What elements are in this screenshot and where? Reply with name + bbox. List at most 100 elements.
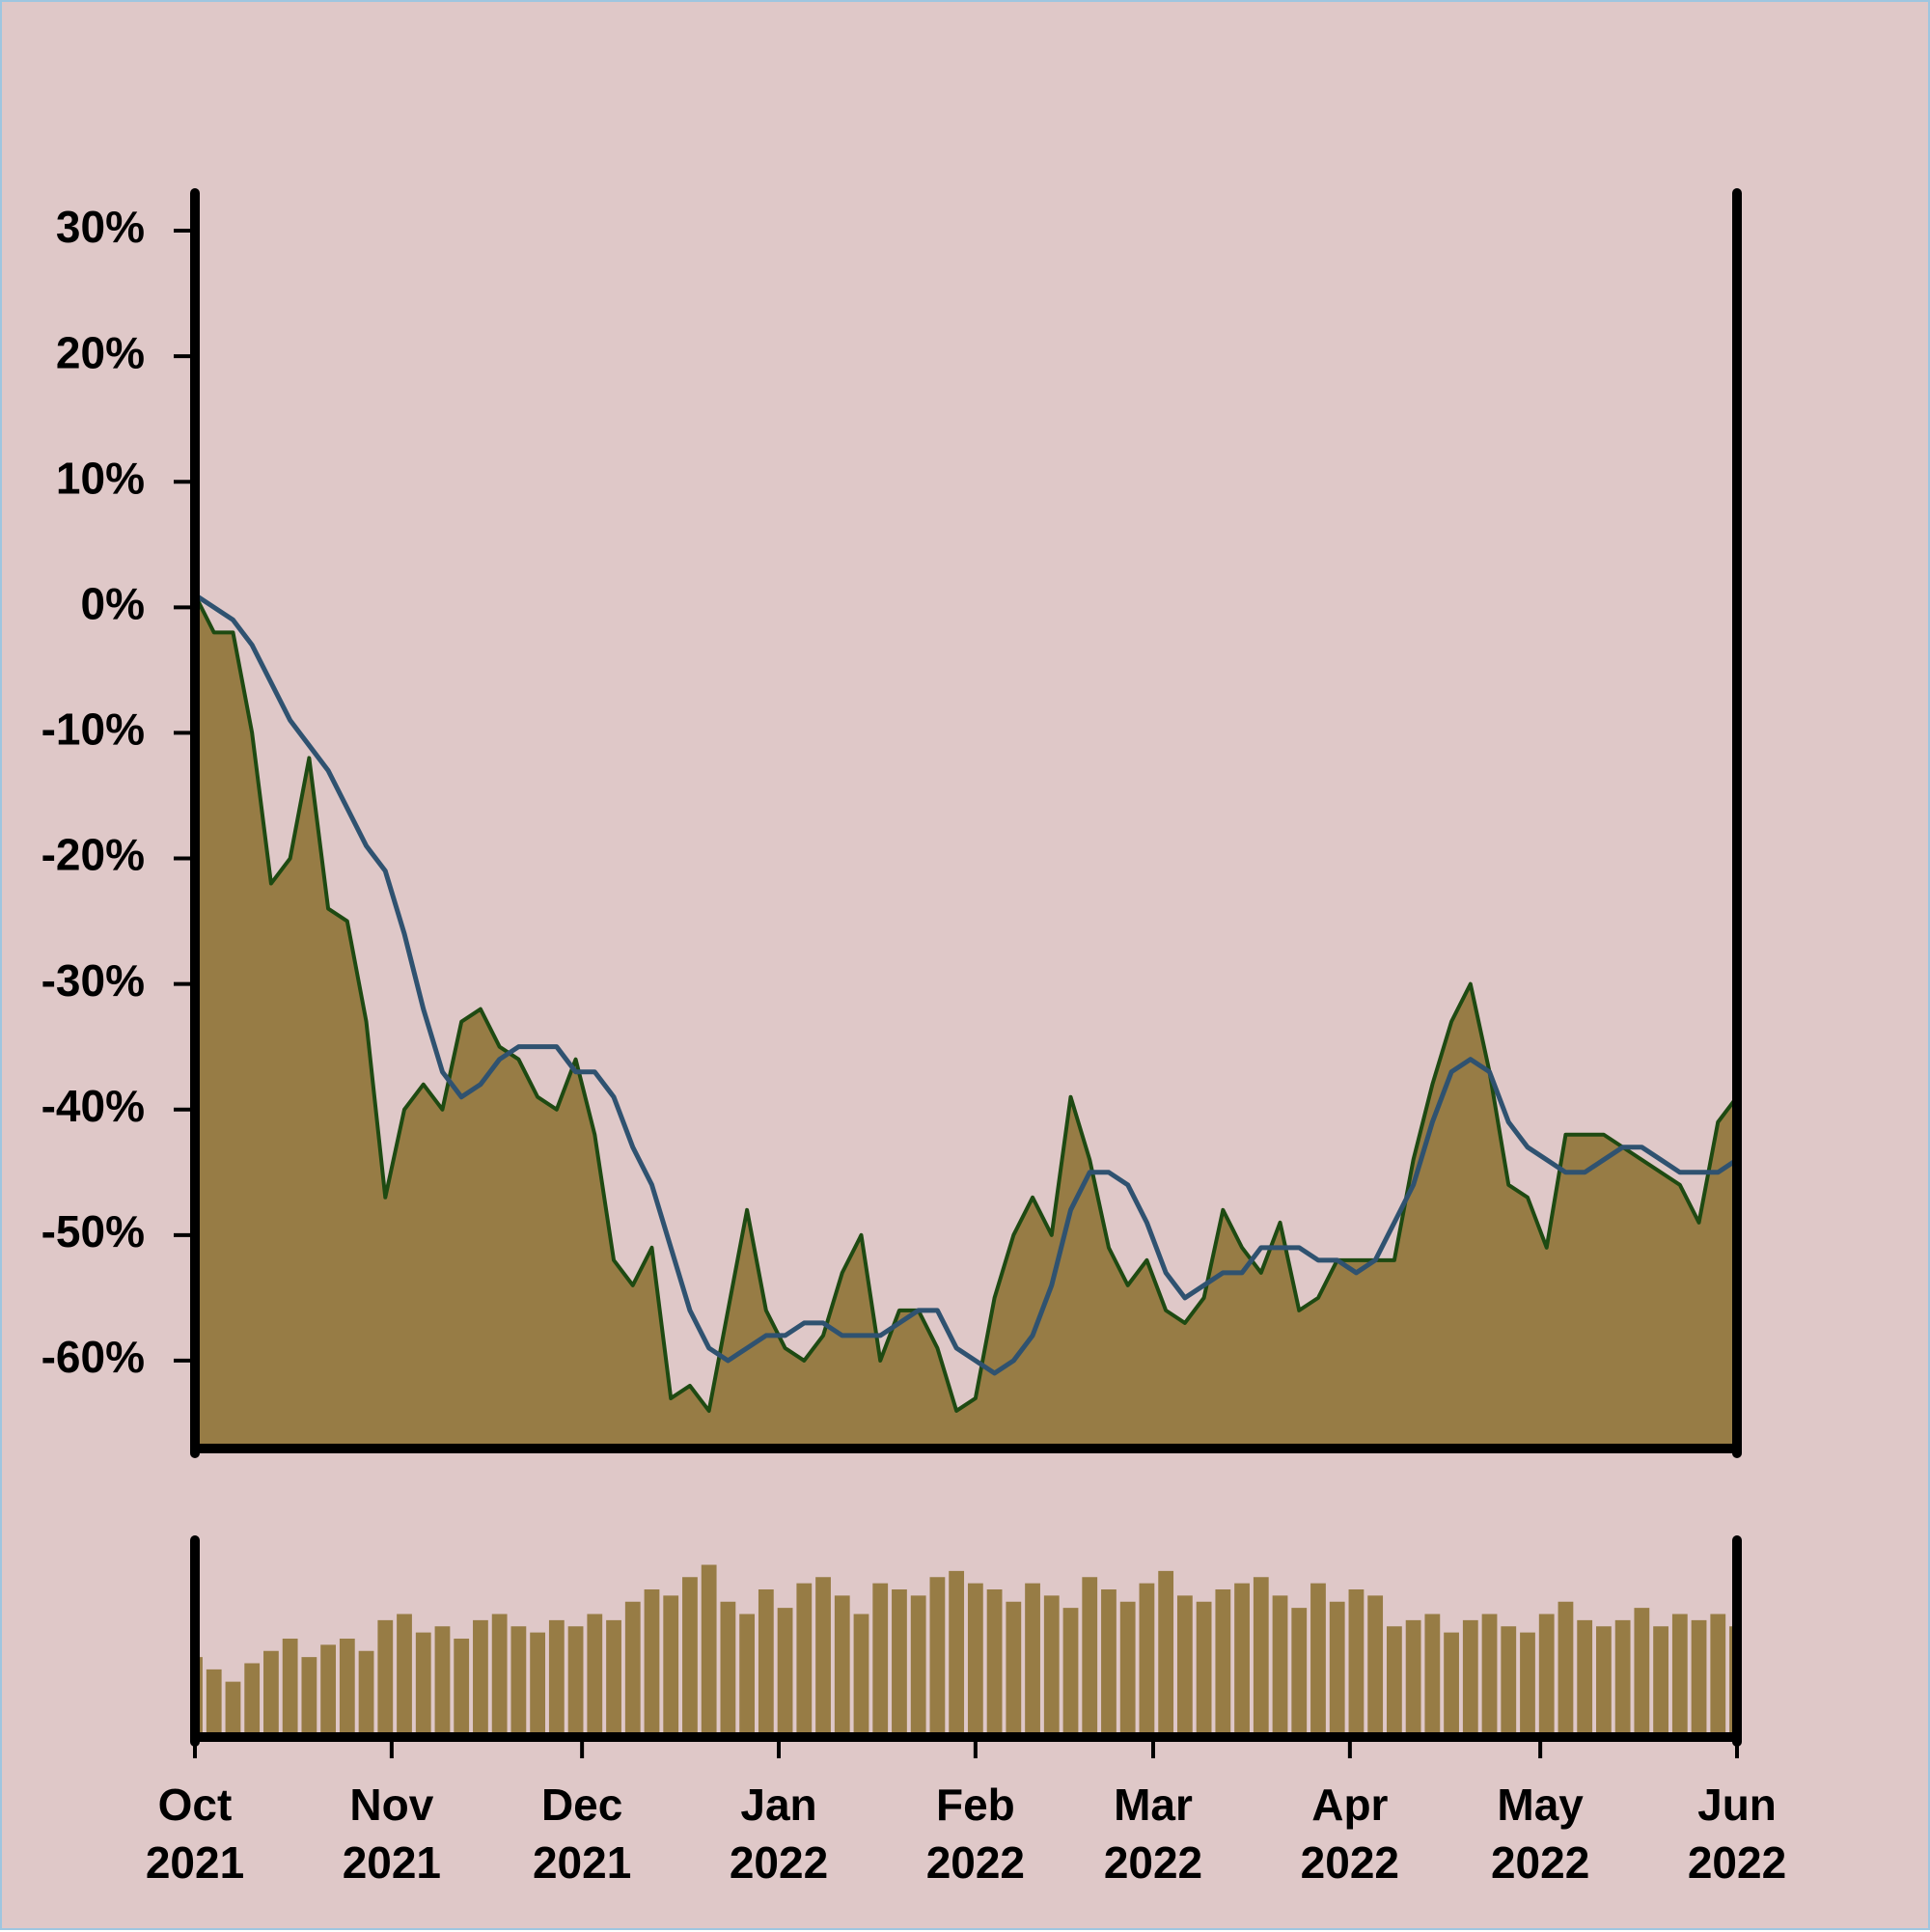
volume-bar	[339, 1639, 355, 1737]
volume-bar	[815, 1577, 831, 1737]
volume-bar	[1139, 1583, 1155, 1737]
volume-bar	[1196, 1601, 1212, 1737]
y-tick-label: -30%	[41, 955, 145, 1006]
y-tick-label: -50%	[41, 1206, 145, 1256]
y-tick-label: -10%	[41, 704, 145, 755]
volume-bar	[491, 1614, 508, 1737]
volume-bar	[758, 1589, 774, 1737]
volume-bar	[415, 1632, 431, 1737]
volume-bar	[225, 1681, 241, 1737]
volume-bar	[624, 1601, 641, 1737]
x-tick-label: Dec 2021	[532, 1780, 632, 1888]
volume-bar	[1671, 1614, 1688, 1737]
volume-bar	[1062, 1608, 1079, 1737]
volume-bar	[1691, 1619, 1707, 1737]
volume-bar	[1329, 1601, 1345, 1737]
volume-bar	[1119, 1601, 1136, 1737]
volume-bar	[872, 1583, 889, 1737]
volume-bar	[587, 1614, 603, 1737]
volume-bar	[473, 1619, 488, 1737]
x-tick-label: Oct 2021	[145, 1780, 245, 1888]
volume-bar	[720, 1601, 736, 1737]
volume-bar	[1386, 1626, 1402, 1737]
volume-bar	[739, 1614, 756, 1737]
y-tick-label: 20%	[56, 327, 145, 377]
volume-bar	[397, 1614, 412, 1737]
volume-bar	[548, 1619, 565, 1737]
volume-bar	[1367, 1595, 1384, 1737]
x-tick-label: May 2022	[1490, 1780, 1590, 1888]
volume-bar	[834, 1595, 850, 1737]
volume-bar	[949, 1570, 965, 1737]
volume-bar	[1634, 1608, 1650, 1737]
x-tick-label: Nov 2021	[342, 1780, 442, 1888]
volume-bar	[1101, 1589, 1117, 1737]
volume-bar	[682, 1577, 698, 1737]
y-tick-label: 0%	[81, 578, 145, 628]
volume-bar	[606, 1619, 621, 1737]
volume-bar	[1253, 1577, 1269, 1737]
volume-bar	[967, 1583, 983, 1737]
volume-bar	[1444, 1632, 1459, 1737]
volume-bar	[1558, 1601, 1574, 1737]
volume-bar	[1006, 1601, 1022, 1737]
volume-bar	[892, 1589, 907, 1737]
volume-bar	[320, 1644, 336, 1737]
volume-bar	[1025, 1583, 1040, 1737]
volume-bar	[1596, 1626, 1612, 1737]
volume-bar	[1501, 1626, 1517, 1737]
volume-bar	[1462, 1619, 1478, 1737]
volume-bar	[454, 1639, 470, 1737]
volume-bar	[206, 1669, 222, 1737]
volume-bar	[777, 1608, 793, 1737]
price-line	[193, 593, 1739, 1413]
volume-bar	[1405, 1619, 1421, 1737]
volume-bar	[644, 1589, 660, 1737]
volume-bar	[1614, 1619, 1631, 1737]
volume-bar	[1234, 1583, 1250, 1737]
moving-average-line	[193, 593, 1739, 1376]
area	[195, 594, 1737, 1449]
volume-bar	[1158, 1570, 1174, 1737]
volume-bar	[1043, 1595, 1060, 1737]
volume-bar	[701, 1564, 717, 1737]
volume-bar	[282, 1639, 298, 1737]
volume-bar	[1481, 1614, 1498, 1737]
x-tick-label: Jan 2022	[729, 1780, 829, 1888]
x-tick-label: Mar 2022	[1103, 1780, 1203, 1888]
volume-bar	[986, 1589, 1003, 1737]
volume-bar	[1176, 1595, 1193, 1737]
volume-bar	[1291, 1608, 1308, 1737]
volume-bar	[853, 1614, 869, 1737]
volume-bar	[929, 1577, 946, 1737]
volume-bar	[663, 1595, 679, 1737]
volume-bar	[263, 1650, 279, 1737]
volume-bar	[567, 1626, 584, 1737]
x-tick-label: Apr 2022	[1300, 1780, 1400, 1888]
y-tick-label: -40%	[41, 1081, 145, 1131]
y-tick-label: 10%	[56, 453, 145, 503]
volume-bar	[1520, 1632, 1535, 1737]
volume-bar	[1310, 1583, 1326, 1737]
x-tick-label: Feb 2022	[925, 1780, 1026, 1888]
volume-bar	[1215, 1589, 1231, 1737]
volume-bar	[1424, 1614, 1441, 1737]
volume-bar	[244, 1663, 261, 1737]
volume-bar	[1653, 1626, 1668, 1737]
volume-bar	[796, 1583, 813, 1737]
volume-bar	[1348, 1589, 1365, 1737]
volume-bar	[1272, 1595, 1288, 1737]
y-tick-label: -20%	[41, 830, 145, 880]
volume-bar	[1082, 1577, 1098, 1737]
volume-bar	[358, 1650, 374, 1737]
volume-bar	[1710, 1614, 1726, 1737]
volume-bar	[510, 1626, 527, 1737]
volume-bar	[434, 1626, 451, 1737]
volume-bar	[530, 1632, 546, 1737]
volume-bar	[1577, 1619, 1593, 1737]
volume-bar	[1538, 1614, 1555, 1737]
volume-bar	[301, 1657, 317, 1737]
volume-bar	[377, 1619, 394, 1737]
